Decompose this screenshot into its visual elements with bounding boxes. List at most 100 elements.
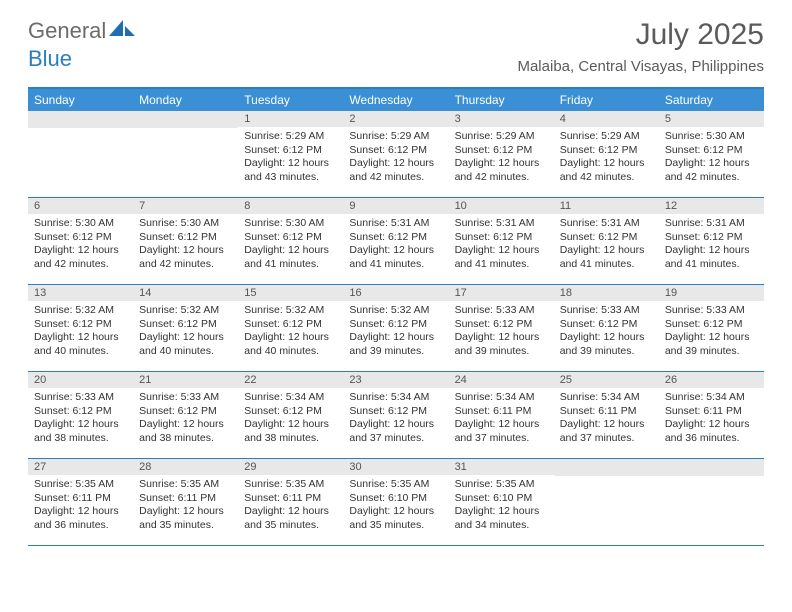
sunrise-text: Sunrise: 5:33 AM (139, 391, 232, 405)
daylight-text: Daylight: 12 hours and 41 minutes. (455, 244, 548, 271)
day-body: Sunrise: 5:35 AMSunset: 6:10 PMDaylight:… (449, 475, 554, 537)
day-number: 24 (449, 372, 554, 388)
day-number (28, 111, 133, 128)
day-body: Sunrise: 5:30 AMSunset: 6:12 PMDaylight:… (659, 127, 764, 189)
day-cell (659, 459, 764, 545)
daylight-text: Daylight: 12 hours and 42 minutes. (34, 244, 127, 271)
day-cell (28, 111, 133, 197)
sunset-text: Sunset: 6:12 PM (349, 318, 442, 332)
daylight-text: Daylight: 12 hours and 35 minutes. (244, 505, 337, 532)
sunset-text: Sunset: 6:11 PM (244, 492, 337, 506)
day-number: 14 (133, 285, 238, 301)
day-body: Sunrise: 5:34 AMSunset: 6:11 PMDaylight:… (554, 388, 659, 450)
sunrise-text: Sunrise: 5:29 AM (244, 130, 337, 144)
header: General July 2025 Malaiba, Central Visay… (0, 0, 792, 79)
day-cell: 4Sunrise: 5:29 AMSunset: 6:12 PMDaylight… (554, 111, 659, 197)
sunset-text: Sunset: 6:12 PM (34, 318, 127, 332)
sunrise-text: Sunrise: 5:33 AM (34, 391, 127, 405)
sunset-text: Sunset: 6:12 PM (455, 318, 548, 332)
daylight-text: Daylight: 12 hours and 42 minutes. (455, 157, 548, 184)
sunrise-text: Sunrise: 5:34 AM (665, 391, 758, 405)
day-body: Sunrise: 5:33 AMSunset: 6:12 PMDaylight:… (449, 301, 554, 363)
day-cell: 19Sunrise: 5:33 AMSunset: 6:12 PMDayligh… (659, 285, 764, 371)
sunrise-text: Sunrise: 5:35 AM (244, 478, 337, 492)
daylight-text: Daylight: 12 hours and 42 minutes. (139, 244, 232, 271)
day-body: Sunrise: 5:34 AMSunset: 6:11 PMDaylight:… (449, 388, 554, 450)
sunset-text: Sunset: 6:10 PM (455, 492, 548, 506)
week-row: 13Sunrise: 5:32 AMSunset: 6:12 PMDayligh… (28, 285, 764, 372)
sunrise-text: Sunrise: 5:31 AM (455, 217, 548, 231)
day-number: 29 (238, 459, 343, 475)
sunset-text: Sunset: 6:12 PM (244, 405, 337, 419)
day-cell: 15Sunrise: 5:32 AMSunset: 6:12 PMDayligh… (238, 285, 343, 371)
day-body: Sunrise: 5:32 AMSunset: 6:12 PMDaylight:… (238, 301, 343, 363)
day-body: Sunrise: 5:32 AMSunset: 6:12 PMDaylight:… (133, 301, 238, 363)
daylight-text: Daylight: 12 hours and 38 minutes. (139, 418, 232, 445)
weekday-header: Saturday (659, 89, 764, 111)
sunset-text: Sunset: 6:12 PM (665, 318, 758, 332)
day-number: 23 (343, 372, 448, 388)
day-cell: 21Sunrise: 5:33 AMSunset: 6:12 PMDayligh… (133, 372, 238, 458)
day-number: 15 (238, 285, 343, 301)
day-body: Sunrise: 5:33 AMSunset: 6:12 PMDaylight:… (28, 388, 133, 450)
sunset-text: Sunset: 6:12 PM (244, 318, 337, 332)
sunset-text: Sunset: 6:12 PM (665, 231, 758, 245)
sunset-text: Sunset: 6:12 PM (244, 144, 337, 158)
logo: General (28, 18, 135, 44)
day-body: Sunrise: 5:31 AMSunset: 6:12 PMDaylight:… (659, 214, 764, 276)
daylight-text: Daylight: 12 hours and 34 minutes. (455, 505, 548, 532)
day-number: 11 (554, 198, 659, 214)
day-number: 22 (238, 372, 343, 388)
day-cell: 13Sunrise: 5:32 AMSunset: 6:12 PMDayligh… (28, 285, 133, 371)
day-body: Sunrise: 5:32 AMSunset: 6:12 PMDaylight:… (343, 301, 448, 363)
day-cell: 20Sunrise: 5:33 AMSunset: 6:12 PMDayligh… (28, 372, 133, 458)
sunset-text: Sunset: 6:12 PM (34, 231, 127, 245)
day-cell: 2Sunrise: 5:29 AMSunset: 6:12 PMDaylight… (343, 111, 448, 197)
day-body: Sunrise: 5:31 AMSunset: 6:12 PMDaylight:… (343, 214, 448, 276)
week-row: 1Sunrise: 5:29 AMSunset: 6:12 PMDaylight… (28, 111, 764, 198)
day-cell: 16Sunrise: 5:32 AMSunset: 6:12 PMDayligh… (343, 285, 448, 371)
logo-text-general: General (28, 18, 106, 44)
day-number: 7 (133, 198, 238, 214)
daylight-text: Daylight: 12 hours and 39 minutes. (349, 331, 442, 358)
day-number (659, 459, 764, 476)
day-cell: 31Sunrise: 5:35 AMSunset: 6:10 PMDayligh… (449, 459, 554, 545)
day-body: Sunrise: 5:32 AMSunset: 6:12 PMDaylight:… (28, 301, 133, 363)
day-cell: 30Sunrise: 5:35 AMSunset: 6:10 PMDayligh… (343, 459, 448, 545)
calendar: Sunday Monday Tuesday Wednesday Thursday… (28, 87, 764, 546)
day-number: 3 (449, 111, 554, 127)
day-number: 20 (28, 372, 133, 388)
sunset-text: Sunset: 6:10 PM (349, 492, 442, 506)
day-body: Sunrise: 5:33 AMSunset: 6:12 PMDaylight:… (659, 301, 764, 363)
sunset-text: Sunset: 6:12 PM (139, 231, 232, 245)
sunrise-text: Sunrise: 5:31 AM (349, 217, 442, 231)
sunset-text: Sunset: 6:11 PM (139, 492, 232, 506)
day-body: Sunrise: 5:34 AMSunset: 6:12 PMDaylight:… (343, 388, 448, 450)
daylight-text: Daylight: 12 hours and 35 minutes. (349, 505, 442, 532)
day-number: 31 (449, 459, 554, 475)
day-cell: 5Sunrise: 5:30 AMSunset: 6:12 PMDaylight… (659, 111, 764, 197)
title-location: Malaiba, Central Visayas, Philippines (517, 58, 764, 75)
day-body: Sunrise: 5:35 AMSunset: 6:11 PMDaylight:… (28, 475, 133, 537)
day-cell (133, 111, 238, 197)
sunset-text: Sunset: 6:12 PM (560, 318, 653, 332)
sunrise-text: Sunrise: 5:32 AM (244, 304, 337, 318)
daylight-text: Daylight: 12 hours and 42 minutes. (665, 157, 758, 184)
sunrise-text: Sunrise: 5:30 AM (34, 217, 127, 231)
day-number: 28 (133, 459, 238, 475)
sunrise-text: Sunrise: 5:35 AM (349, 478, 442, 492)
sunset-text: Sunset: 6:12 PM (560, 144, 653, 158)
sunset-text: Sunset: 6:11 PM (665, 405, 758, 419)
day-number: 10 (449, 198, 554, 214)
sunrise-text: Sunrise: 5:29 AM (349, 130, 442, 144)
day-cell: 7Sunrise: 5:30 AMSunset: 6:12 PMDaylight… (133, 198, 238, 284)
day-body: Sunrise: 5:35 AMSunset: 6:10 PMDaylight:… (343, 475, 448, 537)
day-cell: 29 Sunrise: 5:35 AMSunset: 6:11 PMDayligh… (238, 459, 343, 545)
sunrise-text: Sunrise: 5:32 AM (34, 304, 127, 318)
day-number: 6 (28, 198, 133, 214)
daylight-text: Daylight: 12 hours and 42 minutes. (349, 157, 442, 184)
sunset-text: Sunset: 6:12 PM (349, 405, 442, 419)
title-month: July 2025 (517, 18, 764, 52)
day-body: Sunrise: 5:33 AMSunset: 6:12 PMDaylight:… (554, 301, 659, 363)
daylight-text: Daylight: 12 hours and 37 minutes. (560, 418, 653, 445)
